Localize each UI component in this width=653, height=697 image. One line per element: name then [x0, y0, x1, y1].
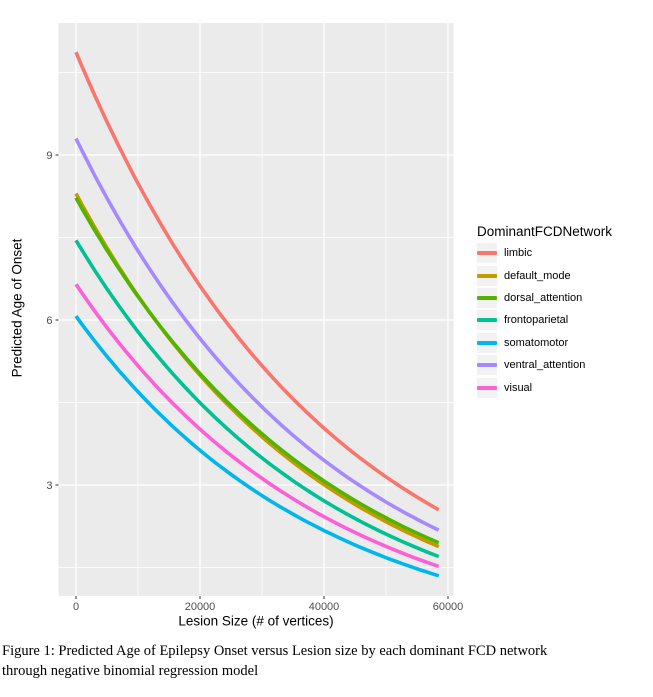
legend-key-icon	[477, 310, 497, 331]
x-axis-title: Lesion Size (# of vertices)	[178, 613, 334, 629]
y-axis-title: Predicted Age of Onset	[9, 238, 25, 378]
legend-item-label: limbic	[504, 247, 533, 260]
legend-item-dorsal_attention: dorsal_attention	[477, 287, 653, 309]
legend-key-line	[477, 340, 497, 345]
legend-key-icon	[477, 265, 497, 286]
legend-key-line	[477, 295, 497, 300]
axis-tick-marks	[55, 154, 449, 599]
legend-key-line	[477, 318, 497, 323]
svg-text:20000: 20000	[185, 601, 216, 613]
legend-item-label: visual	[504, 381, 533, 394]
legend-item-label: frontoparietal	[504, 314, 569, 327]
figure-caption: Figure 1: Predicted Age of Epilepsy Onse…	[2, 641, 647, 681]
x-axis-tick-labels: 0 20000 40000 60000	[73, 601, 463, 613]
series-line-somatomotor	[74, 315, 440, 578]
legend-item-frontoparietal: frontoparietal	[477, 309, 653, 331]
legend-item-label: dorsal_attention	[504, 291, 583, 304]
legend-key-line	[477, 251, 497, 256]
legend-item-label: default_mode	[504, 269, 571, 282]
svg-text:0: 0	[73, 601, 79, 613]
legend-item-label: ventral_attention	[504, 359, 586, 372]
series-line-visual	[74, 283, 440, 569]
legend-title: DominantFCDNetwork	[477, 224, 613, 239]
legend-item-visual: visual	[477, 376, 653, 398]
figure-caption-line-1: Figure 1: Predicted Age of Epilepsy Onse…	[2, 643, 548, 659]
svg-text:60000: 60000	[433, 601, 464, 613]
svg-text:9: 9	[46, 150, 52, 162]
legend-key-icon	[477, 377, 497, 398]
legend-key-line	[477, 273, 497, 278]
legend-item-ventral_attention: ventral_attention	[477, 354, 653, 376]
legend-item-limbic: limbic	[477, 242, 653, 264]
legend-key-line	[477, 363, 497, 368]
legend-key-line	[477, 385, 497, 390]
series-line-ventral_attention	[74, 137, 440, 532]
legend-key-icon	[477, 287, 497, 308]
legend-key-icon	[477, 332, 497, 353]
svg-text:40000: 40000	[309, 601, 340, 613]
plot-panel	[58, 23, 454, 596]
major-gridlines	[58, 23, 454, 596]
legend-item-default_mode: default_mode	[477, 264, 653, 286]
series-line-limbic	[74, 51, 440, 512]
chart-canvas: 3 6 9 0 20000 40000 60000	[46, 23, 463, 613]
svg-text:6: 6	[46, 315, 52, 327]
legend-key-icon	[477, 355, 497, 376]
legend-key-icon	[477, 243, 497, 264]
legend-item-somatomotor: somatomotor	[477, 332, 653, 354]
legend-item-label: somatomotor	[504, 336, 569, 349]
series-line-frontoparietal	[74, 239, 440, 559]
svg-text:3: 3	[46, 480, 52, 492]
figure-caption-line-2: through negative binomial regression mod…	[2, 663, 259, 679]
y-axis-tick-labels: 3 6 9	[46, 150, 52, 492]
series-line-dorsal_attention	[74, 197, 440, 545]
